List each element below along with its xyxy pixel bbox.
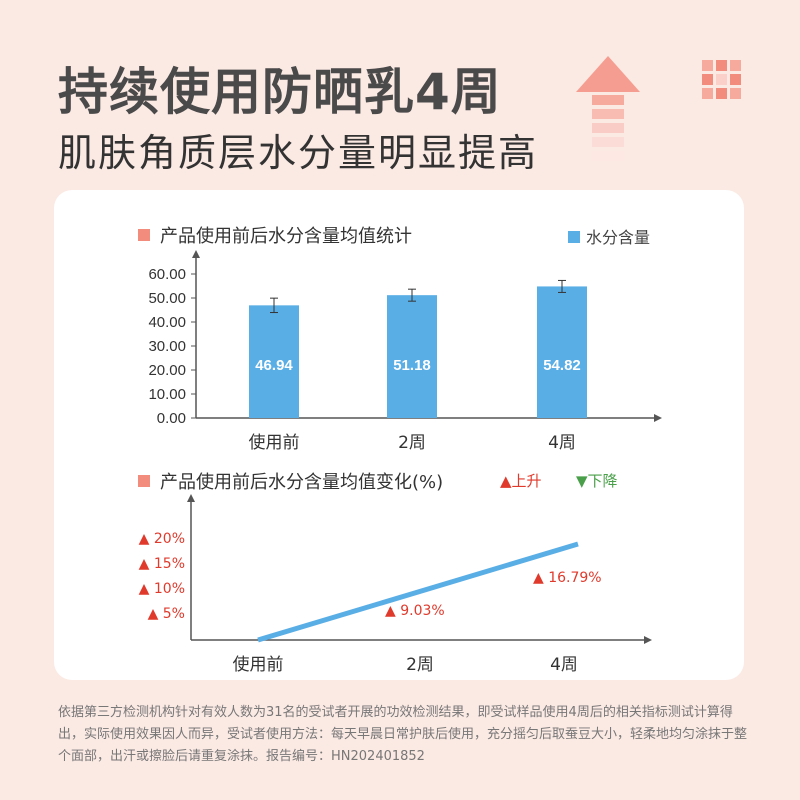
y-tick-label: 20.00 [148, 362, 186, 379]
y-tick-label: 10.00 [148, 386, 186, 403]
y-tick-label: 30.00 [148, 338, 186, 355]
legend-up: ▲上升 [500, 472, 542, 490]
bar-value-label: 51.18 [393, 357, 431, 374]
point-label: ▲ 16.79% [533, 570, 602, 586]
legend-swatch [568, 230, 580, 243]
x-axis-arrow-icon [644, 636, 652, 644]
page-title: 持续使用防晒乳4周 [58, 63, 502, 121]
y-axis-arrow-icon [192, 250, 200, 258]
y-tick-label: ▲ 5% [148, 606, 185, 622]
line-chart-title: 产品使用前后水分含量均值变化(%) [138, 468, 443, 494]
y-tick-label: 50.00 [148, 290, 186, 307]
y-tick-label: 0.00 [157, 410, 186, 427]
point-label: ▲ 9.03% [385, 603, 445, 619]
bar [387, 295, 437, 418]
x-tick-label: 2周 [406, 655, 434, 675]
x-axis-arrow-icon [654, 414, 662, 422]
bar [249, 305, 299, 418]
grid-icon [702, 60, 741, 99]
y-tick-label: 60.00 [148, 266, 186, 283]
x-tick-label: 使用前 [249, 432, 300, 453]
bar-value-label: 46.94 [255, 357, 293, 374]
y-axis-arrow-icon [187, 494, 195, 502]
bar [537, 286, 587, 418]
x-tick-label: 4周 [548, 433, 576, 453]
bar-legend: 水分含量 [568, 224, 650, 248]
square-bullet-icon [138, 475, 150, 487]
y-tick-label: ▲ 20% [139, 531, 185, 547]
page-subtitle: 肌肤角质层水分量明显提高 [58, 131, 539, 175]
y-tick-label: 40.00 [148, 314, 186, 331]
bar-chart-title: 产品使用前后水分含量均值统计 [138, 222, 412, 248]
square-bullet-icon [138, 229, 150, 241]
y-tick-label: ▲ 15% [139, 556, 185, 572]
legend-down: ▼下降 [576, 472, 618, 490]
up-arrow-icon [576, 56, 640, 161]
bar-value-label: 54.82 [543, 357, 581, 374]
x-tick-label: 使用前 [233, 654, 284, 675]
footnote: 依据第三方检测机构针对有效人数为31名的受试者开展的功效检测结果，即受试样品使用… [58, 705, 748, 764]
x-tick-label: 2周 [398, 433, 426, 453]
y-tick-label: ▲ 10% [139, 581, 185, 597]
series-line [257, 541, 579, 643]
x-tick-label: 4周 [550, 655, 578, 675]
